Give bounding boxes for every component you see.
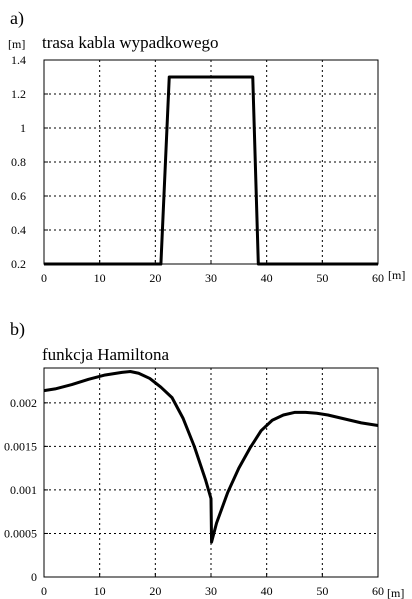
panel-b-xtick-label-3: 30 [205,584,217,598]
panel-a-label: a) [10,8,24,29]
panel-a-ytick-label-0: 0.2 [11,257,26,271]
panel-a-ytick-label-1: 0.4 [11,223,26,237]
panel-a-chart: 0 10 20 30 40 50 60 0.2 0.4 0.6 0.8 1 1.2 1.4 [11,53,384,285]
panel-a-xtick-label-5: 50 [316,271,328,285]
panel-a-xtick-label-3: 30 [205,271,217,285]
panel-a-ylabel: [m] [8,37,25,51]
panel-b-title: funkcja Hamiltona [42,345,169,364]
panel-a-xtick-label-2: 20 [149,271,161,285]
panel-a-series-line-0 [44,75,378,266]
panel-a-ytick-label-2: 0.6 [11,189,26,203]
panel-a-xtick-label-4: 40 [261,271,273,285]
panel-a-ytick-label-3: 0.8 [11,155,26,169]
panel-b-xtick-label-0: 0 [41,584,47,598]
panel-b-ytick-label-4: 0.002 [10,396,37,410]
panel-a-xtick-label-1: 10 [94,271,106,285]
panel-a-title: trasa kabla wypadkowego [42,33,219,52]
panel-b-ytick-label-3: 0.0015 [4,439,37,453]
panel-a-ytick-label-6: 1.4 [11,53,26,67]
panel-b-ytick-label-1: 0.0005 [4,526,37,540]
panel-b-xlabel: [m] [387,586,404,599]
panel-a-xtick-label-0: 0 [41,271,47,285]
panel-a-ytick-label-5: 1.2 [11,87,26,101]
panel-b-label: b) [10,319,25,340]
panel-b-ytick-label-2: 0.001 [10,483,37,497]
panel-b-xtick-label-1: 10 [94,584,106,598]
panel-b-xtick-label-6: 60 [372,584,384,598]
panel-a-xtick-label-6: 60 [372,271,384,285]
panel-b-xtick-label-5: 50 [316,584,328,598]
panel-a-ytick-label-4: 1 [20,121,26,135]
panel-a-xlabel: [m] [388,268,405,282]
panel-b-chart: 0 10 20 30 40 50 60 0 0.0005 0.001 0.0015 0.002 [4,367,384,598]
panel-b-xtick-label-4: 40 [261,584,273,598]
panel-b-xtick-label-2: 20 [149,584,161,598]
panel-b-ytick-label-0: 0 [31,570,37,584]
panel-b-series-line-0 [43,369,379,544]
